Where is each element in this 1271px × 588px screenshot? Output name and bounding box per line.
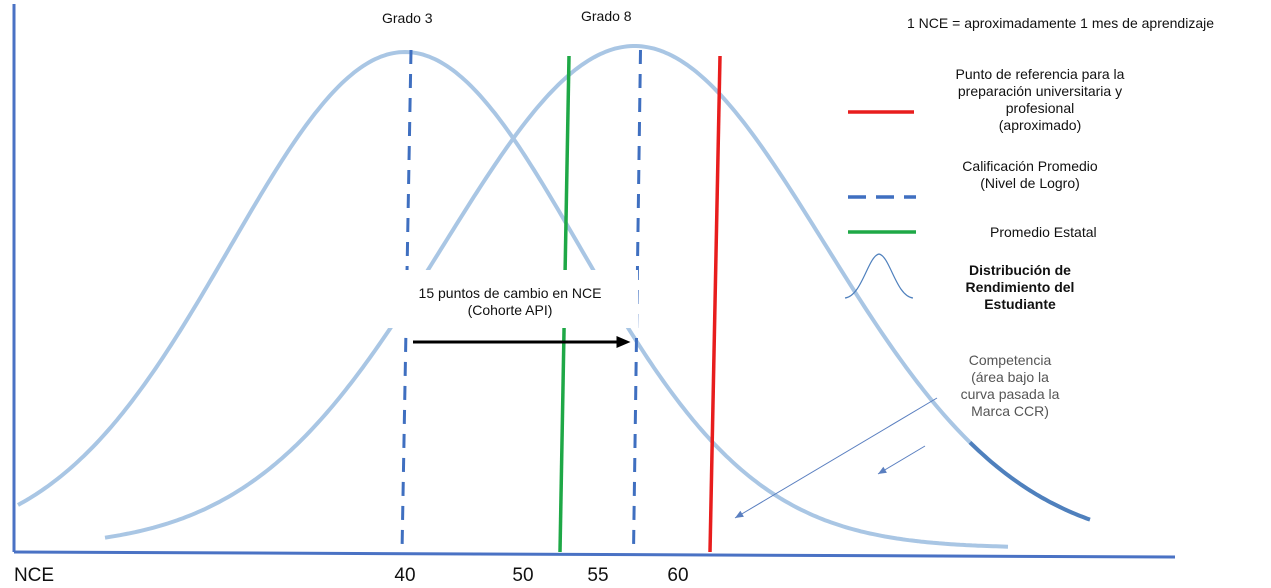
annotation-arrow-2 bbox=[877, 445, 926, 475]
ccr-benchmark-line bbox=[708, 55, 722, 553]
curve-grado-8-tail bbox=[968, 440, 1091, 522]
series-label-grado-8: Grado 8 bbox=[581, 8, 632, 24]
x-tick-60: 60 bbox=[667, 565, 689, 586]
annotation-arrow-1-head bbox=[735, 510, 744, 518]
x-tick-55: 55 bbox=[587, 565, 609, 586]
legend-swatch-distribution bbox=[844, 253, 914, 299]
annotation-arrow-1 bbox=[734, 397, 938, 519]
legend-label-ccr: Punto de referencia para la preparación … bbox=[955, 66, 1125, 133]
cohort-arrow-head bbox=[616, 336, 631, 348]
nce-note: 1 NCE = aproximadamente 1 mes de aprendi… bbox=[907, 15, 1215, 31]
x-axis-title: NCE bbox=[13, 565, 55, 586]
arrow-label: 15 puntos de cambio en NCE (Cohorte API) bbox=[418, 285, 602, 318]
legend-label-distribution: Distribución de Rendimiento del Estudian… bbox=[965, 262, 1075, 312]
x-tick-50: 50 bbox=[512, 565, 534, 586]
x-axis bbox=[13, 550, 1176, 559]
annotation-competencia: Competencia (área bajo la curva pasada l… bbox=[960, 352, 1060, 419]
curve-grado-8 bbox=[104, 44, 1090, 540]
legend-label-average: Calificación Promedio (Nivel de Logro) bbox=[962, 158, 1098, 191]
legend-label-state-average: Promedio Estatal bbox=[990, 224, 1097, 240]
arrow-label-box bbox=[380, 270, 638, 328]
x-tick-40: 40 bbox=[394, 565, 416, 586]
series-label-grado-3: Grado 3 bbox=[382, 10, 433, 26]
annotation-arrow-2-head bbox=[878, 466, 887, 474]
